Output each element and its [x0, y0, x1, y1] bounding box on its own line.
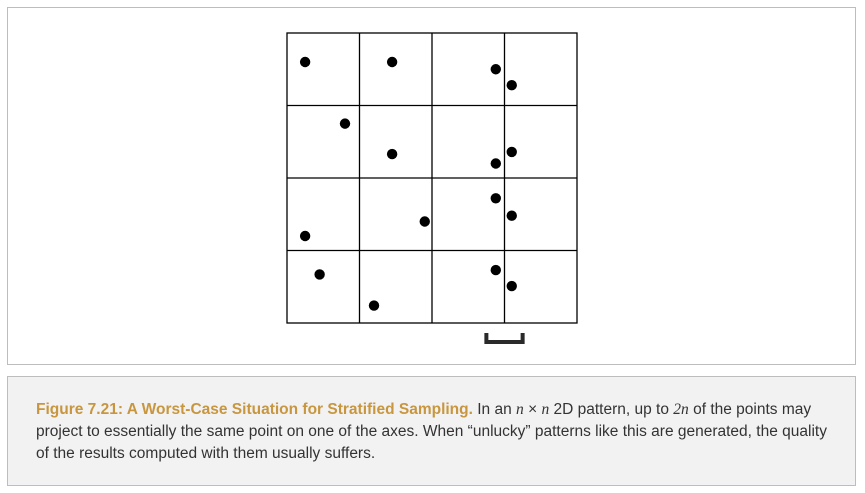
sample-point [490, 158, 501, 169]
sample-point [506, 280, 517, 292]
caption-math-n: n [541, 401, 550, 418]
figure-panel [7, 7, 856, 365]
sample-point [490, 64, 501, 75]
sample-point [506, 146, 517, 158]
sample-point [419, 216, 430, 227]
sample-point [490, 193, 501, 204]
caption-math-n: n [516, 401, 524, 418]
caption-text-1: In an [472, 401, 517, 418]
caption-text-2: 2D pattern, up to [549, 401, 674, 418]
sample-point [339, 118, 351, 129]
sample-point [506, 80, 517, 91]
sample-point [299, 230, 311, 242]
stratified-sampling-diagram [286, 32, 578, 344]
caption-math-2n: 2n [673, 401, 689, 418]
caption-text-3: of the points may project to essentially… [36, 401, 827, 462]
sample-point [368, 300, 380, 311]
figure-caption-title: Figure 7.21: A Worst-Case Situation for … [36, 401, 473, 418]
sample-point [490, 264, 501, 276]
sample-point [386, 148, 398, 160]
sample-point [299, 56, 311, 68]
caption-panel: Figure 7.21: A Worst-Case Situation for … [7, 376, 856, 486]
stratum-grid [286, 32, 578, 324]
projection-bracket [484, 333, 525, 344]
sample-points [299, 56, 517, 311]
sample-point [386, 56, 398, 68]
sample-point [314, 269, 325, 280]
caption-times-sign: × [523, 401, 542, 418]
sample-point [506, 210, 517, 221]
